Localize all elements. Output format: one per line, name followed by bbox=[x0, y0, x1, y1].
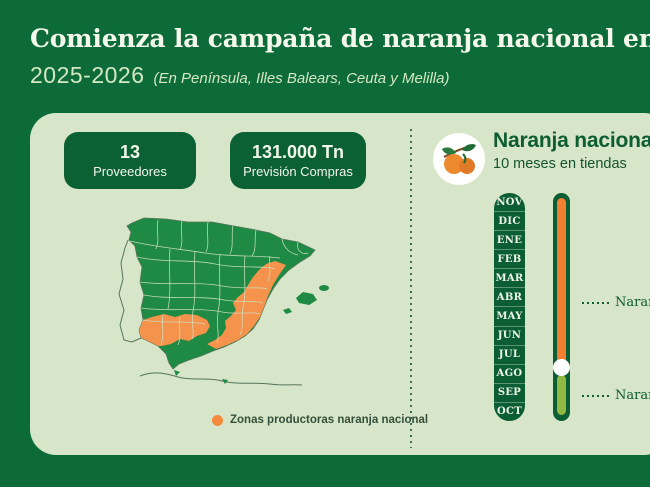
province-borders bbox=[129, 219, 309, 346]
subtitle: 2025-2026 (En Península, Illes Balears, … bbox=[30, 62, 650, 89]
spain-map bbox=[118, 217, 329, 386]
stat-value: 13 bbox=[119, 142, 141, 162]
timeline-callout-top: Naranja bbox=[582, 295, 650, 310]
callout-label: Naranja bbox=[615, 388, 650, 403]
infographic-panel: 13 Proveedores 131.000 Tn Previsión Comp… bbox=[30, 113, 650, 455]
month-cell: MAR bbox=[494, 268, 525, 287]
timeline-heading: Naranja nacional bbox=[493, 129, 650, 152]
map-legend: Zonas productoras naranja nacional bbox=[212, 414, 428, 426]
month-cell: JUL bbox=[494, 344, 525, 364]
season-label: 2025-2026 bbox=[30, 62, 145, 88]
header: Comienza la campaña de naranja nacional … bbox=[30, 24, 650, 89]
month-cell: JUN bbox=[494, 325, 525, 345]
scope-note: (En Península, Illes Balears, Ceuta y Me… bbox=[153, 70, 450, 87]
timeline-callout-bottom: Naranja bbox=[582, 388, 650, 403]
month-cell: MAY bbox=[494, 306, 525, 325]
timeline-bar-other-segment bbox=[557, 375, 566, 415]
stat-box-prevision: 131.000 Tn Previsión Compras bbox=[230, 132, 366, 189]
timeline-bar-national-segment bbox=[557, 198, 566, 367]
timeline-subheading: 10 meses en tiendas bbox=[493, 156, 627, 172]
stat-label: Previsión Compras bbox=[243, 164, 353, 179]
month-cell: OCT bbox=[494, 401, 525, 421]
balearic-islands bbox=[283, 285, 329, 314]
orange-dot-icon bbox=[212, 414, 223, 426]
month-column: NOV DIC ENE FEB MAR ABR MAY JUN JUL AGO … bbox=[494, 193, 525, 421]
dotted-leader-line bbox=[582, 394, 610, 397]
stat-label: Proveedores bbox=[93, 164, 167, 179]
month-cell: FEB bbox=[494, 249, 525, 268]
oranges-icon bbox=[433, 133, 485, 185]
month-cell: AGO bbox=[494, 363, 525, 383]
legend-label: Zonas productoras naranja nacional bbox=[230, 414, 429, 426]
timeline-marker-dot bbox=[553, 359, 570, 376]
callout-label: Naranja bbox=[615, 295, 650, 310]
melilla-marker bbox=[222, 379, 228, 384]
month-cell: ABR bbox=[494, 287, 525, 306]
africa-coastline bbox=[139, 372, 303, 386]
portugal-outline bbox=[118, 239, 142, 343]
month-cell: DIC bbox=[494, 211, 525, 230]
page-title: Comienza la campaña de naranja nacional … bbox=[30, 24, 650, 53]
ceuta-marker bbox=[174, 370, 180, 376]
stat-value: 131.000 Tn bbox=[251, 142, 345, 162]
dotted-leader-line bbox=[582, 301, 610, 304]
month-cell: NOV bbox=[496, 196, 523, 208]
month-cell: ENE bbox=[494, 230, 525, 249]
vertical-dotted-divider bbox=[410, 129, 412, 448]
month-cell: SEP bbox=[494, 382, 525, 402]
stat-box-proveedores: 13 Proveedores bbox=[64, 132, 196, 189]
